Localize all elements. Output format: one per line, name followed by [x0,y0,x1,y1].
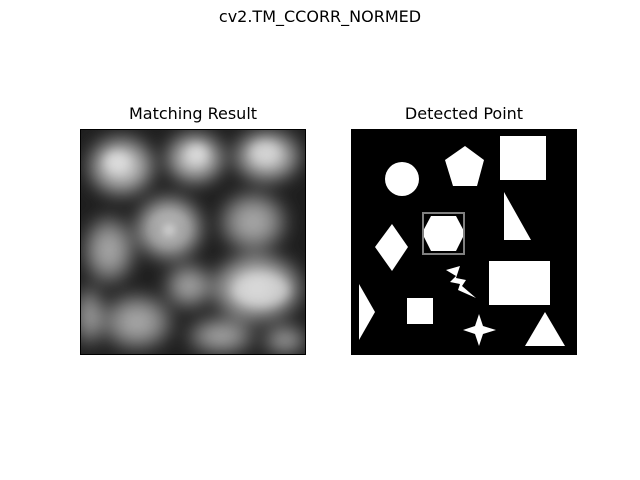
right-triangle-shape [504,192,531,240]
left-triangle-shape [359,284,375,340]
matching-result-panel [80,129,306,355]
matching-result-heatmap [81,130,305,354]
star-shape [463,314,496,346]
rectangle-shape [489,261,550,305]
triangle-shape [525,312,565,346]
detected-point-title: Detected Point [404,104,524,123]
pentagon-shape [445,146,484,186]
matching-result-title: Matching Result [128,104,258,123]
circle-shape [385,162,419,196]
detected-point-panel [351,129,577,355]
diamond-shape [375,224,408,271]
detection-box [422,212,465,255]
hexagon-shape [422,216,465,251]
lightning-shape [446,266,476,298]
figure-title: cv2.TM_CCORR_NORMED [218,7,422,26]
detected-point-image [352,130,576,354]
small-square-shape [407,298,433,324]
square-shape [500,136,546,180]
